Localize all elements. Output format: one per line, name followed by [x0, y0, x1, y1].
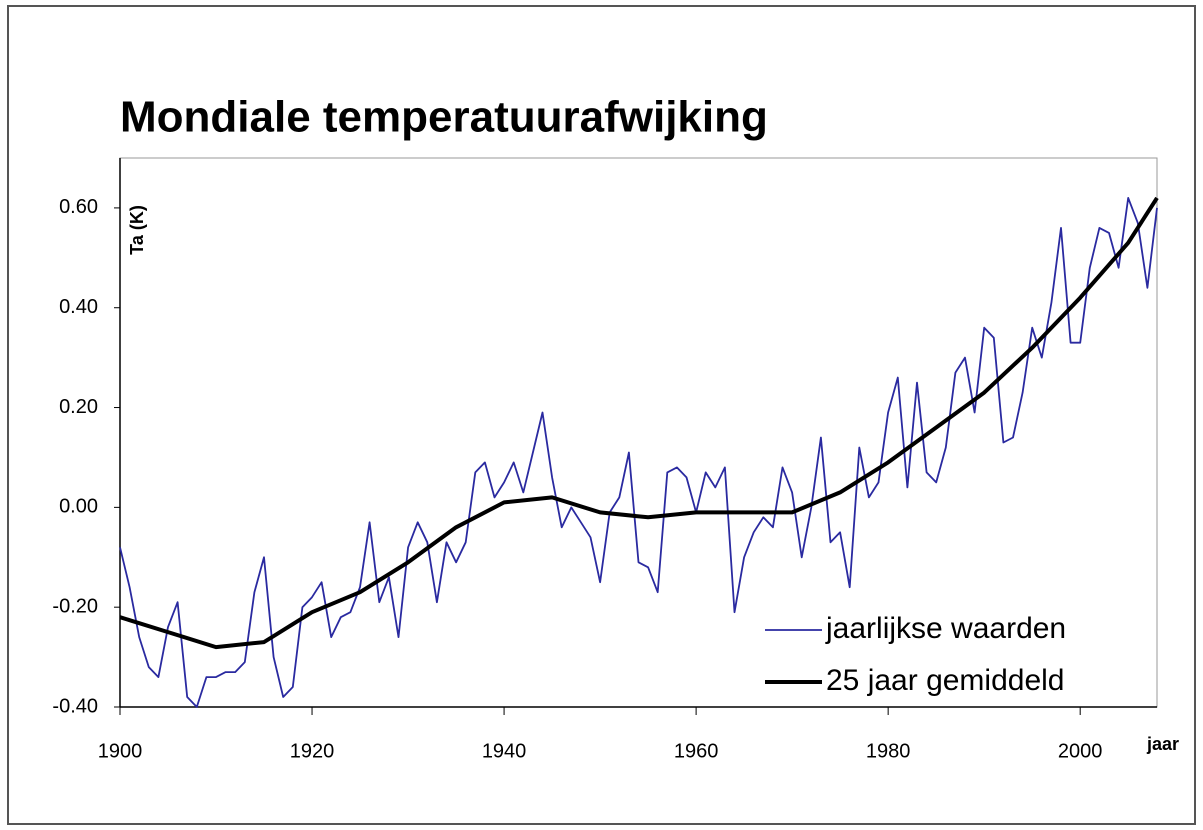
x-tick-label: 1960: [674, 740, 719, 762]
x-tick-label: 1900: [98, 740, 143, 762]
line-series: [119, 196, 1159, 650]
y-tick-label: -0.40: [52, 695, 98, 717]
y-tick-label: 0.40: [59, 296, 98, 318]
legend-label: jaarlijkse waarden: [825, 612, 1066, 645]
x-tick-label: 1980: [866, 740, 911, 762]
line-series: [119, 197, 1158, 708]
y-tick-label: -0.20: [52, 595, 98, 617]
y-axis-label: Ta (K): [127, 205, 147, 255]
y-tick-label: 0.20: [59, 396, 98, 418]
x-tick-label: 2000: [1058, 740, 1103, 762]
x-axis-label: jaar: [1146, 734, 1179, 754]
y-tick-label: 0.00: [59, 496, 98, 518]
chart-title: Mondiale temperatuurafwijking: [120, 93, 768, 142]
legend-label: 25 jaar gemiddeld: [826, 664, 1065, 697]
y-tick-label: 0.60: [59, 196, 98, 218]
x-tick-label: 1940: [482, 740, 527, 762]
x-tick-label: 1920: [290, 740, 335, 762]
frame: [7, 5, 1196, 825]
